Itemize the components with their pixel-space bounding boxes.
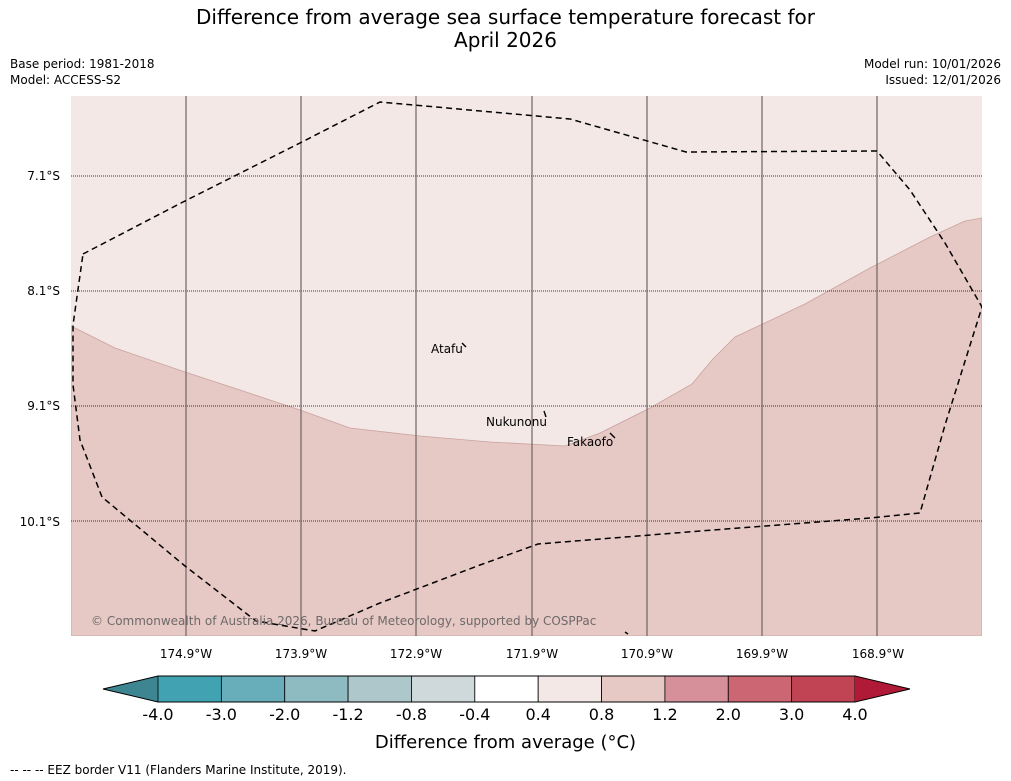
colorbar-segment xyxy=(284,675,349,703)
colorbar-tick-label: -0.4 xyxy=(459,705,491,724)
base-period: Base period: 1981-2018 xyxy=(10,57,155,71)
colorbar-segments xyxy=(157,675,856,703)
lat-label-7-1: 7.1°S xyxy=(27,169,60,183)
lon-label-171-9: 171.9°W xyxy=(505,647,559,661)
colorbar-tick-label: -1.2 xyxy=(332,705,364,724)
colorbar-tick-label: 4.0 xyxy=(842,705,868,724)
colorbar-tick-label: 0.8 xyxy=(588,705,615,724)
lon-label-173-9: 173.9°W xyxy=(274,647,328,661)
colorbar-outline xyxy=(102,675,911,703)
model-name: Model: ACCESS-S2 xyxy=(10,73,122,87)
meta-right: Model run: 10/01/2026 Issued: 12/01/2026 xyxy=(864,56,1001,88)
colorbar-segment xyxy=(791,675,856,703)
lat-label-9-1: 9.1°S xyxy=(27,399,60,413)
colorbar-segment xyxy=(664,675,729,703)
lon-label-169-9: 169.9°W xyxy=(735,647,789,661)
colorbar-segment xyxy=(157,675,222,703)
island-fakaofo-shape xyxy=(609,432,616,439)
colorbar-tick-label: 1.2 xyxy=(652,705,678,724)
colorbar-under-arrow xyxy=(103,676,158,702)
colorbar-segment xyxy=(537,675,602,703)
colorbar-segment xyxy=(347,675,412,703)
colorbar-tick-label: 2.0 xyxy=(715,705,741,724)
lon-gridlines xyxy=(185,96,878,636)
lon-label-170-9: 170.9°W xyxy=(620,647,674,661)
colorbar-label: Difference from average (°C) xyxy=(374,732,637,753)
colorbar xyxy=(102,675,911,703)
anomaly-zone-0-8-1-2 xyxy=(71,217,982,636)
lon-label-172-9: 172.9°W xyxy=(389,647,443,661)
copyright-notice: © Commonwealth of Australia 2026, Bureau… xyxy=(91,614,597,628)
island-atafu-shape xyxy=(461,342,467,348)
colorbar-segment xyxy=(411,675,476,703)
title-line-2: April 2026 xyxy=(454,28,557,52)
colorbar-over-arrow xyxy=(855,676,910,702)
model-run: Model run: 10/01/2026 xyxy=(863,57,1001,71)
colorbar-tick-label: -3.0 xyxy=(205,705,237,724)
lat-label-8-1: 8.1°S xyxy=(27,284,60,298)
island-small-shape xyxy=(624,631,629,635)
meta-left: Base period: 1981-2018 Model: ACCESS-S2 xyxy=(10,56,155,88)
colorbar-tick-label: -0.8 xyxy=(395,705,428,724)
eez-border xyxy=(72,101,982,632)
colorbar-tick-label: -2.0 xyxy=(269,705,301,724)
island-marks xyxy=(461,342,629,635)
map-panel xyxy=(71,96,982,636)
colorbar-tick-label: 3.0 xyxy=(778,705,805,724)
colorbar-segment xyxy=(220,675,286,703)
colorbar-segment xyxy=(474,675,539,703)
issued-date: Issued: 12/01/2026 xyxy=(885,73,1001,87)
place-label-fakaofo: Fakaofo xyxy=(567,435,614,449)
chart-title: Difference from average sea surface temp… xyxy=(0,6,1011,52)
lon-label-168-9: 168.9°W xyxy=(851,647,905,661)
lat-label-10-1: 10.1°S xyxy=(19,515,60,529)
eez-legend-footnote: -- -- -- EEZ border V11 (Flanders Marine… xyxy=(10,763,347,777)
title-line-1: Difference from average sea surface temp… xyxy=(195,5,815,29)
colorbar-tick-label: -4.0 xyxy=(142,705,174,724)
place-label-nukunonu: Nukunonu xyxy=(486,415,547,429)
island-nukunonu-shape xyxy=(543,410,547,418)
lon-label-174-9: 174.9°W xyxy=(159,647,213,661)
colorbar-segment xyxy=(601,675,666,703)
colorbar-tick-label: 0.4 xyxy=(525,705,551,724)
colorbar-segment xyxy=(727,675,793,703)
place-label-atafu: Atafu xyxy=(431,342,463,356)
